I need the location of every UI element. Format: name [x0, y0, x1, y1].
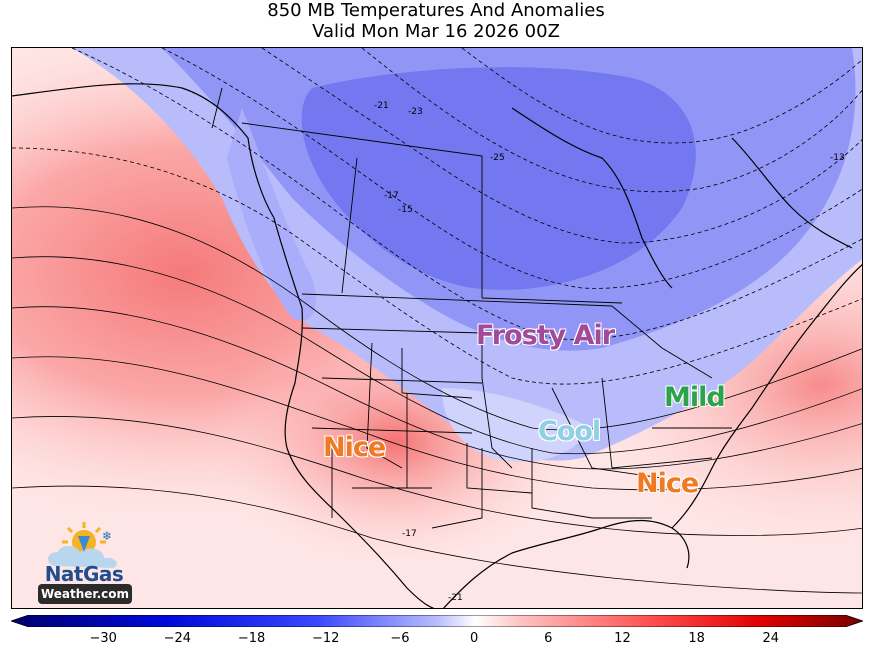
annotation-nice-west: Nice	[323, 432, 386, 463]
colorbar-gradient	[9, 614, 865, 628]
contour-label: -23	[408, 107, 423, 117]
logo-top-text: NatGas	[44, 562, 124, 586]
colorbar-tick-label: 24	[762, 631, 780, 646]
political-boundaries	[211, 87, 732, 529]
temperature-anomaly-map: -21 -23 -25 -17 -15 -13 -17 -21	[12, 48, 862, 608]
colorbar-tick-label: 12	[614, 631, 631, 646]
colorbar-tick-label: −12	[312, 631, 340, 646]
annotation-frosty-air: Frosty Air	[476, 320, 615, 351]
map-panel: -21 -23 -25 -17 -15 -13 -17 -21	[11, 47, 863, 609]
annotation-cool: Cool	[538, 416, 601, 447]
colorbar-tick-label: −24	[163, 631, 192, 646]
contour-label: -21	[448, 593, 463, 603]
contour-label: -21	[374, 101, 389, 111]
svg-text:❄: ❄	[102, 529, 112, 543]
chart-title: 850 MB Temperatures And Anomalies	[267, 0, 605, 21]
colorbar	[9, 612, 865, 628]
logo-bottom-text: Weather.com	[38, 584, 132, 604]
colorbar-tick-label: 0	[469, 631, 479, 646]
contour-label: -17	[384, 191, 399, 201]
annotation-mild: Mild	[664, 382, 726, 413]
colorbar-tick-label: −6	[390, 631, 410, 646]
sun-snowflake-icon: ❄	[48, 522, 118, 568]
natgas-weather-logo: ❄ NatGas Weather.com	[36, 522, 136, 606]
colorbar-tick-label: 18	[688, 631, 705, 646]
colorbar-tick-label: 6	[544, 631, 553, 646]
colorbar-tick-label: −30	[89, 631, 117, 646]
annotation-nice-southeast: Nice	[636, 468, 699, 499]
contour-label: -25	[490, 153, 505, 163]
cold-deep-region	[301, 67, 696, 290]
contour-label: -15	[398, 205, 413, 215]
contour-label: -17	[402, 529, 417, 539]
colorbar-tick-label: −18	[237, 631, 266, 646]
contour-label: -13	[830, 153, 845, 163]
chart-subtitle: Valid Mon Mar 16 2026 00Z	[312, 21, 560, 42]
isotherm-contours	[12, 48, 862, 594]
contour-labels: -21 -23 -25 -17 -15 -13 -17 -21	[374, 101, 845, 603]
cool-plains-region	[442, 388, 592, 462]
